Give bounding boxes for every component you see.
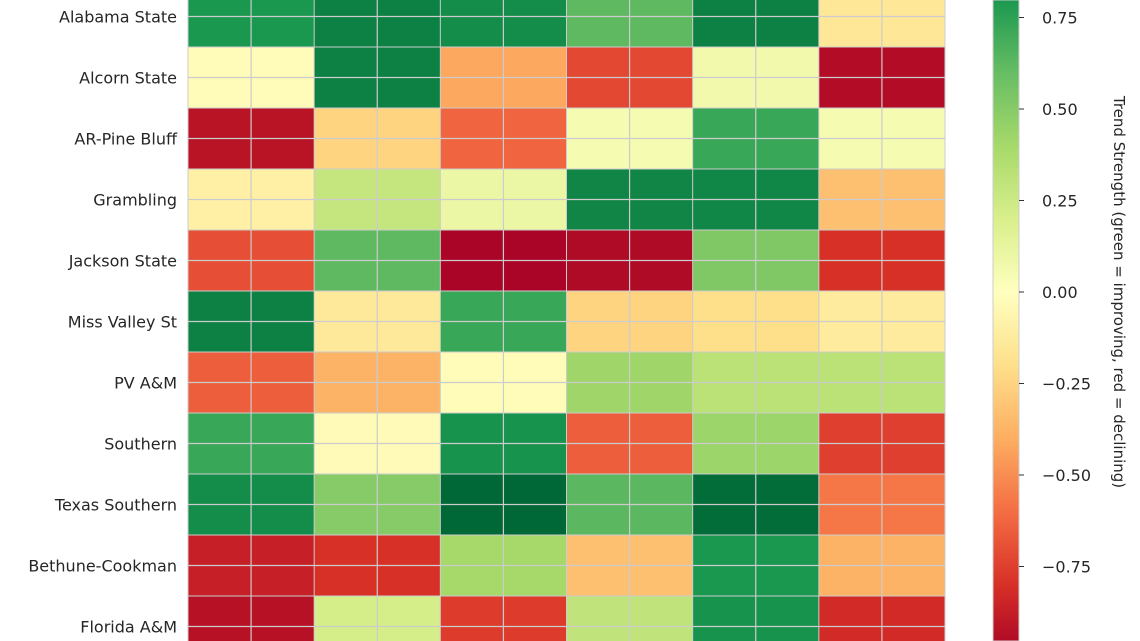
row-label: Alcorn State	[79, 69, 177, 88]
row-label: Grambling	[93, 191, 177, 210]
colorbar-label: Trend Strength (green = improving, red =…	[1110, 95, 1128, 488]
grid-lines	[187, 0, 946, 641]
row-label: Florida A&M	[80, 618, 177, 637]
colorbar-tick-label: 0.75	[1042, 9, 1078, 28]
row-labels: Alabama State Alcorn State AR-Pine Bluff Gr…	[28, 8, 178, 637]
row-label: PV A&M	[114, 374, 177, 393]
colorbar-tick-label: −0.50	[1042, 466, 1091, 485]
row-label: Bethune-Cookman	[28, 557, 177, 576]
colorbar: 0.75 0.50 0.25 0.00 −0.25 −0.50 −0.75	[992, 0, 1091, 641]
colorbar-tick-label: −0.25	[1042, 375, 1091, 394]
row-label: Texas Southern	[54, 496, 177, 515]
colorbar-tick-label: −0.75	[1042, 558, 1091, 577]
row-label: AR-Pine Bluff	[74, 130, 178, 149]
row-label: Miss Valley St	[68, 313, 177, 332]
colorbar-tick-label: 0.25	[1042, 192, 1078, 211]
colorbar-gradient	[992, 0, 1020, 641]
colorbar-tick-label: 0.00	[1042, 283, 1078, 302]
colorbar-tick-label: 0.50	[1042, 100, 1078, 119]
row-label: Southern	[104, 435, 177, 454]
row-label: Alabama State	[59, 8, 177, 27]
row-label: Jackson State	[68, 252, 177, 271]
